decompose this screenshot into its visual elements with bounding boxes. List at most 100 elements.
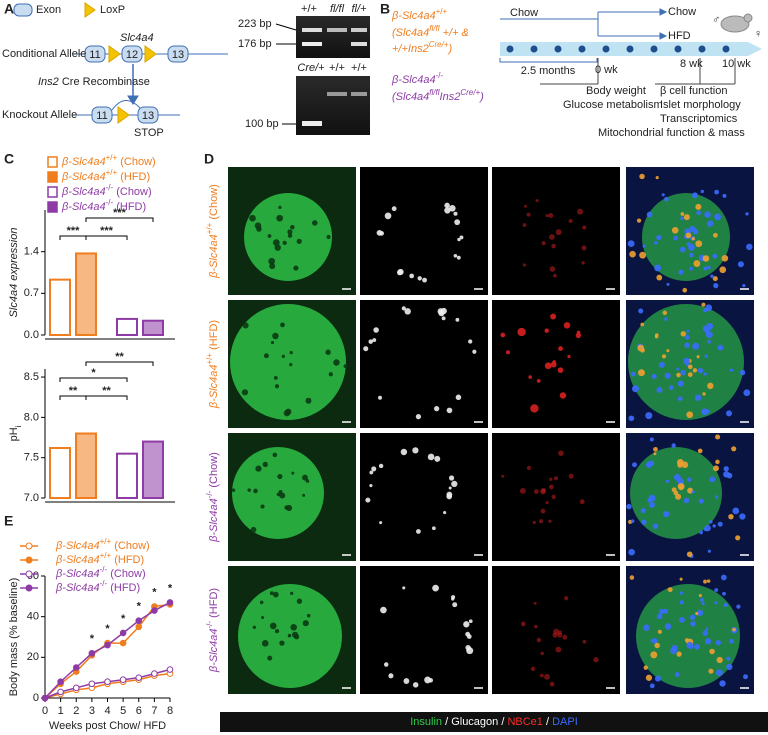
genotype-detail-part: (Slc4a4 (392, 27, 429, 39)
cell (457, 237, 461, 242)
cell (723, 602, 729, 608)
cell (468, 339, 473, 344)
cell (721, 254, 729, 262)
cre-part: Cre Recombinase (59, 76, 150, 88)
cell (640, 322, 645, 327)
bar (49, 447, 71, 500)
significance-label: *** (100, 225, 114, 237)
cell (263, 353, 269, 359)
cell (652, 523, 659, 529)
data-point (119, 639, 127, 647)
timeline-dot (530, 45, 538, 53)
genotype-detail-part: fl/fl (429, 24, 439, 33)
cell (545, 214, 549, 218)
cell (677, 396, 683, 402)
cell (568, 473, 574, 479)
cell (714, 495, 719, 499)
data-point (135, 623, 143, 631)
cell (678, 269, 684, 275)
cell (530, 666, 536, 672)
legend-label-part: -/- (106, 183, 114, 192)
cell (662, 310, 668, 316)
row-label: β-Slc4a4+/+ (Chow) (205, 184, 220, 279)
cell (639, 251, 647, 259)
cell (534, 624, 538, 629)
cell (627, 240, 635, 247)
cell (285, 504, 293, 512)
sex-symbol: ♂ (712, 14, 720, 26)
cell (641, 519, 647, 525)
panel-label: D (204, 151, 214, 167)
cell (534, 489, 539, 494)
cell (528, 375, 532, 379)
cell (466, 647, 474, 655)
cell (653, 446, 658, 452)
row-label-part: +/+ (205, 353, 214, 365)
cell (649, 502, 655, 508)
cell (548, 519, 552, 523)
cell (255, 465, 262, 472)
cell (548, 212, 554, 219)
panel-a-schematic (13, 2, 228, 124)
cell (253, 488, 258, 494)
cell (446, 493, 453, 500)
cell (690, 621, 696, 627)
timeline-dot (554, 45, 562, 53)
cell (675, 493, 682, 500)
cell (715, 434, 721, 440)
cell (698, 593, 702, 598)
cell (289, 350, 293, 355)
row-label-part: β-Slc4a4 (208, 498, 220, 543)
readout: Body weight (586, 85, 646, 97)
cell (296, 238, 302, 244)
cell (562, 634, 568, 640)
arm-label: HFD (668, 30, 691, 42)
cell (454, 219, 461, 226)
cell (679, 591, 684, 595)
cell (648, 494, 656, 502)
cell (707, 265, 711, 270)
significance-label: * (152, 586, 157, 598)
cell (676, 367, 680, 371)
cell (680, 369, 686, 376)
genotype-label: β-Slc4a4-/- (391, 71, 443, 86)
cell (729, 638, 734, 644)
cell (677, 462, 683, 468)
cell (676, 372, 681, 378)
cell (305, 479, 310, 483)
cell (654, 675, 661, 682)
timeline-dot (674, 45, 682, 53)
cell (702, 630, 709, 636)
week-label: 8 wk (680, 58, 703, 70)
islet (230, 304, 346, 420)
cell (279, 640, 285, 646)
cell (745, 212, 749, 216)
cell (743, 674, 749, 680)
cell (696, 609, 704, 616)
cell (697, 367, 704, 374)
cell (661, 193, 665, 197)
cell (729, 368, 734, 372)
cell (693, 260, 701, 267)
cell (305, 397, 312, 404)
cell (676, 651, 682, 657)
cell (455, 317, 460, 322)
cell (707, 382, 714, 390)
cell (448, 475, 455, 481)
cell (631, 462, 638, 468)
cell (272, 452, 278, 458)
cell (577, 208, 584, 215)
significance-label: ** (102, 385, 111, 397)
genotype-label-part: β-Slc4a4 (391, 74, 436, 86)
cell (501, 474, 505, 478)
data-point (88, 649, 96, 657)
x-tick-label: 2 (73, 705, 79, 717)
data-point (119, 676, 127, 684)
cell (706, 220, 714, 227)
significance-label: * (105, 623, 110, 635)
cell (540, 508, 546, 514)
cell (695, 611, 699, 616)
cell (701, 601, 705, 606)
cell (705, 304, 713, 312)
legend-label-part: β-Slc4a4 (55, 540, 100, 552)
